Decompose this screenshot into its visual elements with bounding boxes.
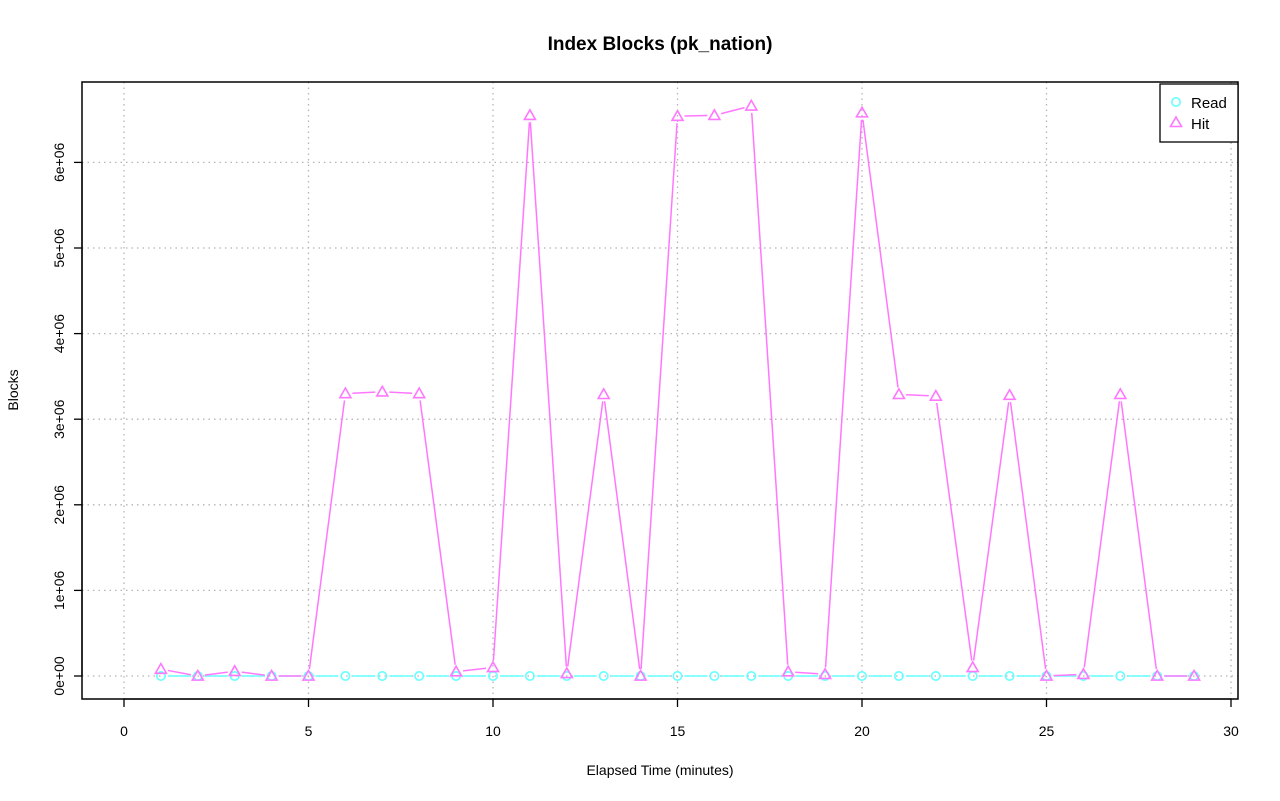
series-line-hit bbox=[936, 402, 973, 661]
legend-box bbox=[1159, 83, 1239, 143]
data-point-hit bbox=[596, 387, 611, 400]
data-point-hit bbox=[264, 668, 279, 681]
data-point-hit bbox=[965, 660, 980, 673]
series-line-hit bbox=[603, 401, 641, 670]
data-point-hit bbox=[449, 664, 463, 677]
x-tick-label: 0 bbox=[120, 723, 128, 739]
data-point-read bbox=[893, 670, 904, 681]
data-point-hit bbox=[855, 105, 869, 118]
legend-label-hit: Hit bbox=[1191, 116, 1210, 133]
series-line-hit bbox=[824, 119, 863, 668]
series-line-hit bbox=[529, 122, 568, 667]
series-line-hit bbox=[1053, 673, 1077, 677]
legend-label-read: Read bbox=[1191, 95, 1227, 112]
x-tick-label: 20 bbox=[854, 723, 870, 739]
series-line-hit bbox=[204, 671, 228, 676]
series-line-hit bbox=[795, 671, 819, 675]
x-axis-label: Elapsed Time (minutes) bbox=[586, 762, 733, 778]
series-line-hit bbox=[566, 401, 604, 667]
data-point-hit bbox=[1076, 667, 1091, 680]
y-axis-label: Blocks bbox=[5, 369, 21, 410]
y-tick-label: 2e+06 bbox=[51, 485, 67, 525]
series-line-hit bbox=[352, 391, 376, 394]
data-point-read bbox=[524, 670, 535, 681]
data-point-hit bbox=[412, 386, 427, 399]
series-line-hit bbox=[462, 667, 487, 672]
series-line-hit bbox=[389, 391, 413, 394]
y-tick-label: 6e+06 bbox=[51, 143, 67, 183]
series-line-hit bbox=[720, 106, 745, 115]
series-line-hit bbox=[684, 114, 708, 117]
data-point-read bbox=[746, 670, 757, 681]
series-line-hit bbox=[1009, 402, 1047, 670]
data-point-read bbox=[414, 670, 425, 681]
data-point-hit bbox=[1002, 388, 1017, 401]
x-tick-label: 10 bbox=[485, 723, 501, 739]
data-point-read bbox=[856, 670, 867, 681]
x-tick-label: 5 bbox=[305, 723, 313, 739]
data-point-hit bbox=[1150, 668, 1165, 681]
series-layer bbox=[154, 98, 1201, 681]
y-tick-label: 1e+06 bbox=[51, 571, 67, 611]
x-tick-label: 30 bbox=[1223, 723, 1239, 739]
series-line-hit bbox=[972, 402, 1010, 661]
data-point-hit bbox=[707, 108, 722, 121]
series-line-hit bbox=[1120, 401, 1158, 670]
series-line-hit bbox=[492, 122, 531, 661]
data-point-hit bbox=[1113, 387, 1128, 400]
grid-lines bbox=[82, 82, 1238, 699]
series-line-hit bbox=[241, 671, 265, 676]
series-line-hit bbox=[905, 393, 929, 397]
series-line-hit bbox=[862, 119, 899, 388]
x-tick-label: 25 bbox=[1039, 723, 1055, 739]
data-point-hit bbox=[670, 109, 685, 122]
y-tick-label: 5e+06 bbox=[51, 228, 67, 268]
data-point-hit bbox=[928, 388, 943, 402]
data-point-hit bbox=[154, 662, 168, 675]
data-point-hit bbox=[301, 668, 316, 681]
series-line-hit bbox=[1083, 401, 1121, 668]
data-point-read bbox=[1004, 670, 1015, 681]
data-point-hit bbox=[781, 664, 796, 677]
chart-title: Index Blocks (pk_nation) bbox=[548, 34, 773, 55]
data-point-hit bbox=[486, 660, 500, 673]
data-point-hit bbox=[190, 668, 205, 681]
legend: Read Hit bbox=[1159, 83, 1239, 143]
data-point-read bbox=[967, 670, 978, 681]
y-axis: 0e+00 1e+06 2e+06 3e+06 4e+06 5e+06 6e+06 bbox=[51, 143, 83, 696]
y-tick-label: 4e+06 bbox=[51, 314, 67, 354]
x-axis: 0 5 10 15 20 25 30 bbox=[120, 698, 1239, 739]
data-point-read bbox=[672, 670, 683, 681]
data-point-read bbox=[598, 670, 609, 681]
data-point-read bbox=[1115, 670, 1126, 681]
series-line-hit bbox=[167, 669, 192, 676]
data-point-hit bbox=[227, 664, 242, 677]
series-line-hit bbox=[751, 112, 789, 665]
legend-marker-hit bbox=[1169, 115, 1183, 128]
data-point-read bbox=[709, 670, 720, 681]
series-line-hit bbox=[419, 400, 456, 665]
data-point-read bbox=[930, 670, 941, 681]
x-tick-label: 15 bbox=[670, 723, 686, 739]
data-point-hit bbox=[559, 666, 574, 679]
series-hit bbox=[154, 98, 1201, 681]
data-point-hit bbox=[633, 668, 648, 681]
data-point-hit bbox=[892, 387, 906, 400]
series-line-hit bbox=[308, 400, 346, 670]
data-point-hit bbox=[375, 384, 390, 397]
y-tick-label: 0e+00 bbox=[51, 656, 67, 696]
data-point-read bbox=[155, 670, 166, 681]
data-point-hit bbox=[818, 667, 832, 680]
data-point-hit bbox=[338, 386, 353, 399]
series-line-hit bbox=[640, 123, 678, 670]
data-point-hit bbox=[1039, 668, 1054, 681]
y-tick-label: 3e+06 bbox=[51, 399, 67, 439]
data-point-hit bbox=[744, 98, 759, 111]
data-point-read bbox=[377, 670, 388, 681]
data-point-read bbox=[340, 670, 351, 681]
data-point-hit bbox=[1187, 668, 1201, 681]
data-point-hit bbox=[523, 108, 537, 121]
legend-marker-read bbox=[1171, 97, 1182, 108]
